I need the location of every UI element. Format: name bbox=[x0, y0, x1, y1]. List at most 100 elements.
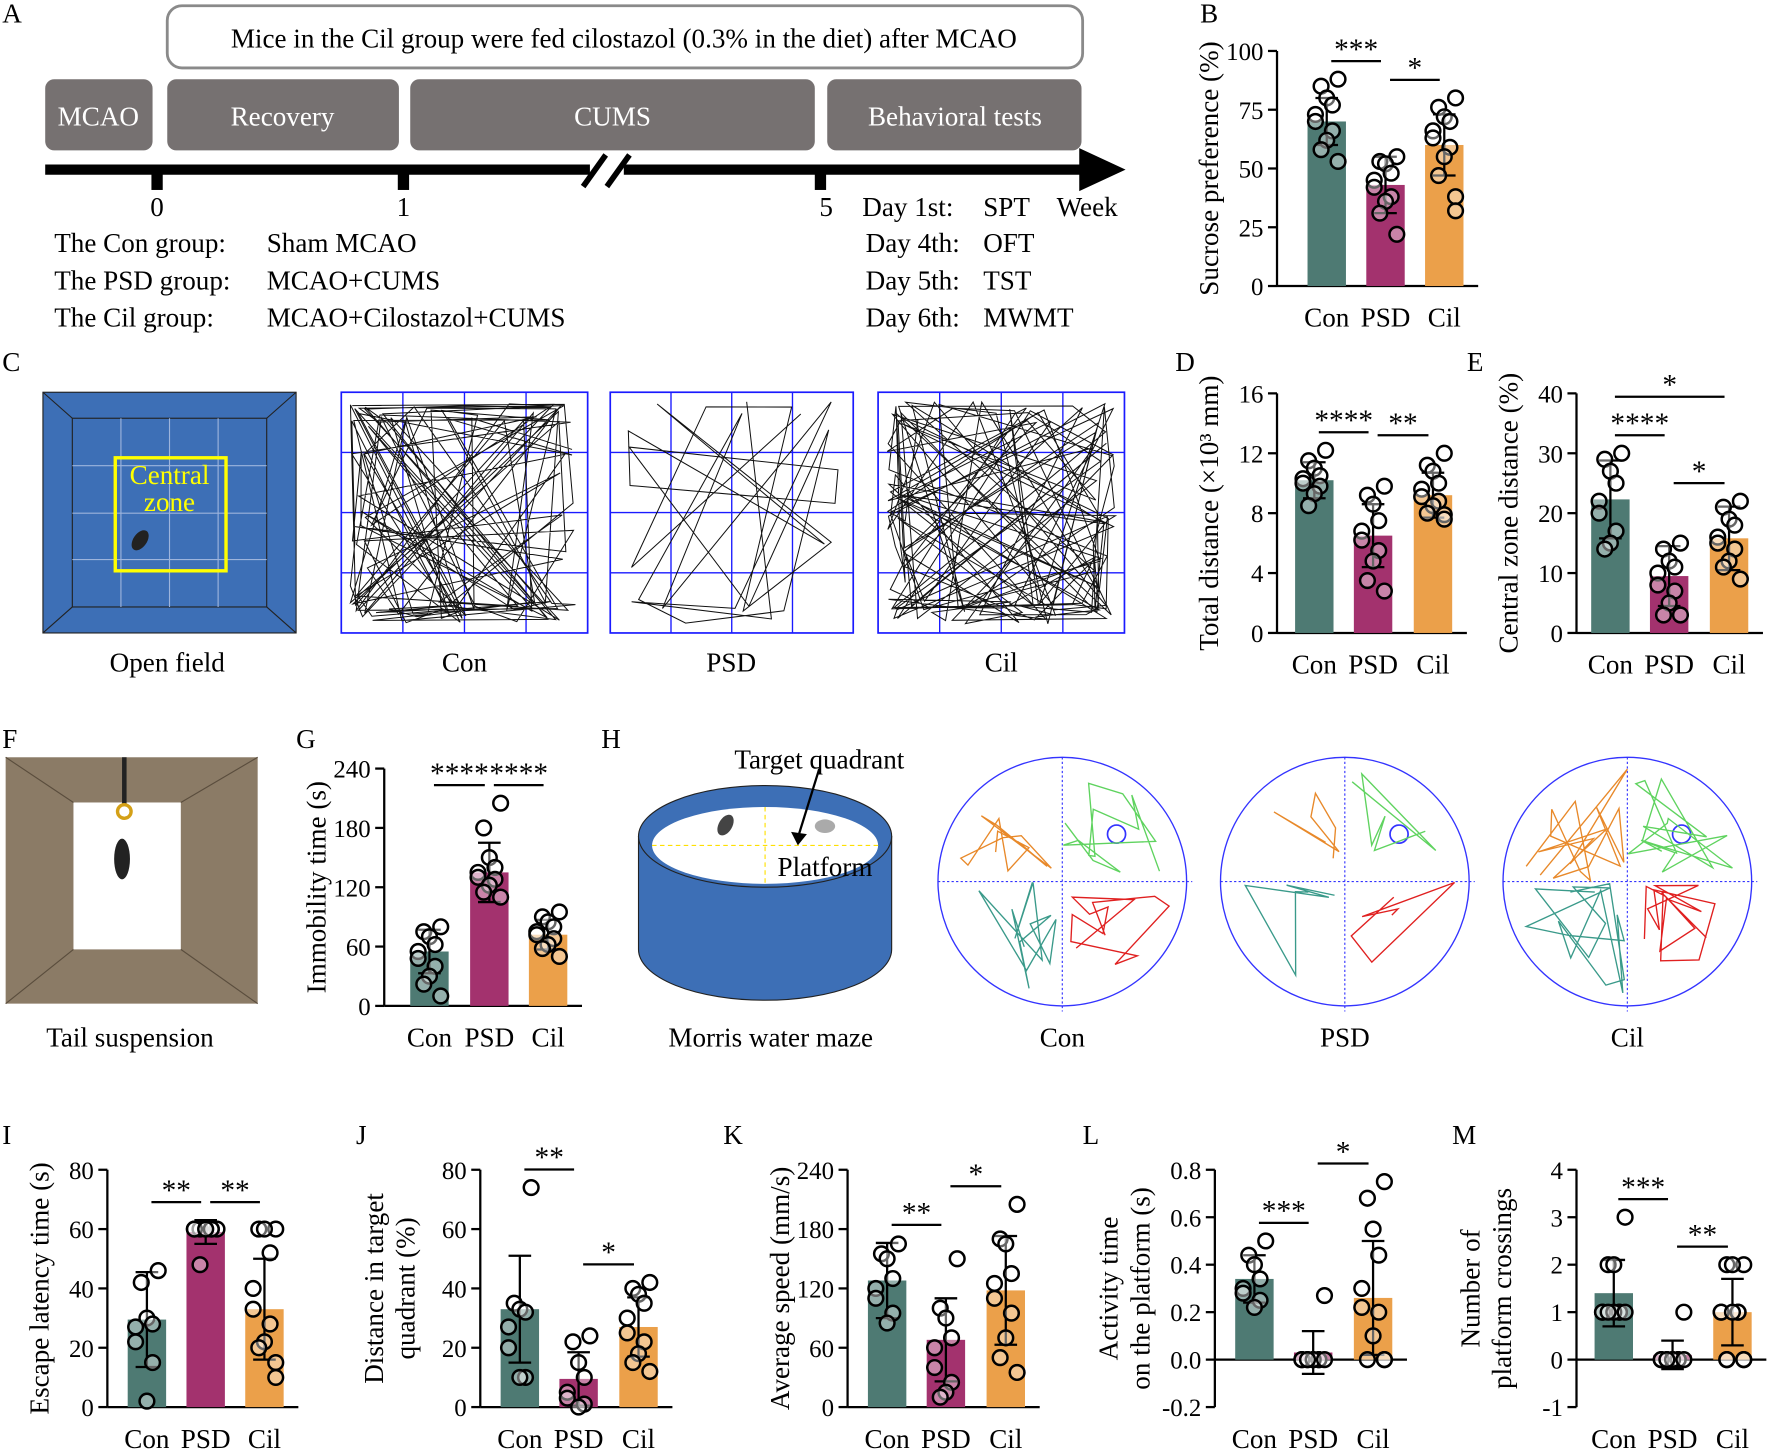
group-name: The PSD group: bbox=[54, 265, 230, 295]
panel-label: E bbox=[1467, 347, 1484, 377]
y-tick-label: 100 bbox=[1226, 39, 1263, 66]
data-point bbox=[516, 1303, 535, 1321]
box-opening bbox=[73, 802, 181, 950]
x-tick-label: PSD bbox=[1288, 1424, 1338, 1449]
data-point bbox=[635, 1294, 653, 1312]
panel-label: F bbox=[2, 724, 17, 754]
data-point bbox=[1358, 571, 1377, 590]
y-tick-label: 80 bbox=[69, 1158, 94, 1185]
data-point bbox=[550, 903, 568, 921]
maze-platform bbox=[1389, 824, 1409, 845]
bar-chart: D 0 4 8 12 16 Total distance (×10³ mm) Con PSD Ci… bbox=[1175, 347, 1467, 680]
y-tick-label: 40 bbox=[442, 1276, 467, 1303]
y-tick-label: 240 bbox=[797, 1158, 834, 1185]
significance-label: ** bbox=[902, 1198, 931, 1230]
significance-label: * bbox=[1692, 456, 1707, 488]
y-tick-label: 0 bbox=[1550, 1348, 1562, 1375]
break-mark bbox=[580, 153, 609, 189]
y-tick-label: 0.0 bbox=[1170, 1348, 1201, 1375]
y-tick-label: 4 bbox=[1550, 1158, 1563, 1185]
zone-label: Central bbox=[130, 460, 210, 490]
panel-h: H Target quadrant Platform Morris water … bbox=[601, 724, 1758, 1053]
arena-edge bbox=[42, 606, 73, 634]
phase: Recovery bbox=[231, 102, 335, 132]
caption: Cil bbox=[1611, 1023, 1644, 1053]
data-point bbox=[1607, 474, 1625, 492]
data-point bbox=[1375, 1351, 1393, 1369]
data-point bbox=[1435, 506, 1453, 524]
group-treatment: Sham MCAO bbox=[267, 228, 417, 258]
data-point bbox=[878, 1314, 896, 1332]
data-point bbox=[1649, 576, 1667, 594]
box-edge bbox=[5, 756, 74, 803]
y-tick-label: 60 bbox=[69, 1217, 94, 1244]
panel-label: I bbox=[2, 1120, 11, 1150]
track-path bbox=[886, 400, 1118, 625]
timeline-unit: Week bbox=[1057, 192, 1118, 222]
x-tick-label: Con bbox=[1232, 1424, 1278, 1449]
data-point bbox=[522, 1178, 540, 1197]
timeline-arrow bbox=[1079, 148, 1126, 192]
y-tick-label: 0.6 bbox=[1170, 1205, 1201, 1232]
maze-track bbox=[1525, 768, 1628, 883]
data-point bbox=[409, 949, 427, 968]
phase-box bbox=[45, 79, 153, 151]
significance-label: **** bbox=[430, 758, 489, 790]
panel-label: D bbox=[1175, 347, 1195, 377]
data-point bbox=[1599, 1256, 1617, 1274]
y-tick-label: 0.8 bbox=[1170, 1158, 1201, 1185]
y-axis-title: Escape latency time (s) bbox=[25, 1162, 55, 1414]
panel-label: G bbox=[296, 724, 316, 754]
data-point bbox=[475, 883, 493, 901]
x-tick-label: Cil bbox=[1712, 650, 1745, 680]
data-point bbox=[1382, 164, 1400, 182]
panel-label: C bbox=[2, 347, 20, 377]
schedule-test: MWMT bbox=[983, 303, 1074, 333]
data-point bbox=[1430, 98, 1448, 116]
significance-label: *** bbox=[1621, 1172, 1665, 1204]
y-tick-label: 0 bbox=[1251, 274, 1263, 301]
x-tick-label: Cil bbox=[1416, 650, 1449, 680]
data-point bbox=[1729, 1303, 1747, 1321]
caption: PSD bbox=[1320, 1023, 1370, 1053]
data-point bbox=[1435, 444, 1453, 462]
x-tick-label: Cil bbox=[1716, 1424, 1749, 1449]
arena-edge bbox=[266, 391, 297, 419]
annotation: Target quadrant bbox=[734, 745, 904, 775]
significance-label: **** bbox=[1610, 408, 1669, 440]
caption: Tail suspension bbox=[46, 1023, 214, 1053]
y-tick-label: 0 bbox=[454, 1395, 466, 1422]
data-point bbox=[581, 1327, 599, 1345]
data-point bbox=[985, 1289, 1004, 1307]
y-axis-title: Distance in target bbox=[359, 1193, 389, 1384]
y-tick-label: -0.2 bbox=[1162, 1395, 1201, 1422]
data-point bbox=[432, 918, 450, 936]
maze-track bbox=[978, 881, 1057, 989]
y-tick-label: 180 bbox=[797, 1217, 834, 1244]
y-axis-title: Immobility time (s) bbox=[301, 781, 331, 993]
data-point bbox=[1300, 497, 1318, 515]
y-tick-label: 40 bbox=[69, 1276, 94, 1303]
schedule-day: Day 4th: bbox=[866, 228, 960, 258]
data-point bbox=[1718, 1351, 1736, 1369]
data-point bbox=[1245, 1256, 1264, 1274]
schedule-test: OFT bbox=[983, 228, 1035, 258]
data-point bbox=[1294, 474, 1312, 492]
data-point bbox=[1375, 582, 1393, 600]
y-axis-title: Activity time bbox=[1094, 1217, 1124, 1361]
data-point bbox=[1317, 441, 1335, 459]
data-point bbox=[948, 1250, 966, 1268]
data-point bbox=[1666, 558, 1684, 576]
data-point bbox=[202, 1220, 220, 1238]
caption: Open field bbox=[110, 647, 226, 677]
data-point bbox=[564, 1333, 582, 1351]
schedule-day: Day 5th: bbox=[866, 265, 960, 295]
significance-label: * bbox=[601, 1237, 616, 1269]
maze-track bbox=[1273, 791, 1340, 859]
group-treatment: MCAO+CUMS bbox=[267, 265, 440, 295]
maze-track bbox=[1643, 884, 1716, 962]
maze-track bbox=[1070, 895, 1171, 965]
y-axis-title: platform crossings bbox=[1487, 1188, 1517, 1389]
y-axis-title: on the platform (s) bbox=[1125, 1187, 1155, 1390]
